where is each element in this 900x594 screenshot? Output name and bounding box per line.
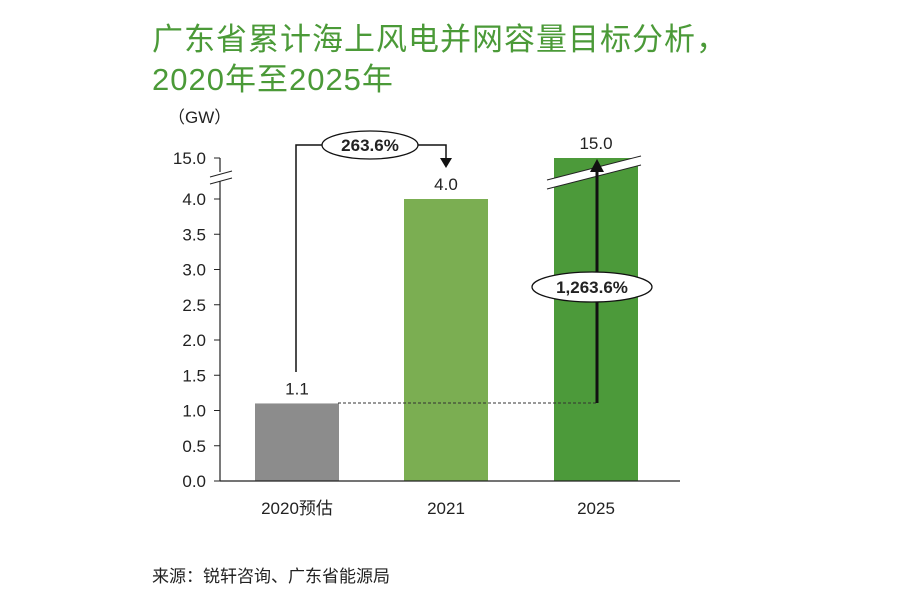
bar-break-gap (547, 156, 641, 189)
arrow-head (590, 159, 604, 172)
data-label: 4.0 (434, 175, 458, 194)
arrow-head (440, 158, 452, 168)
data-label: 15.0 (579, 134, 612, 153)
y-tick-label: 1.5 (182, 366, 206, 385)
annotation-label: 263.6% (341, 136, 399, 155)
y-tick-label: 2.5 (182, 296, 206, 315)
y-tick-label: 3.0 (182, 261, 206, 280)
x-tick-label: 2020预估 (261, 499, 333, 518)
y-axis-label: （GW） (168, 108, 231, 127)
x-tick-label: 2025 (577, 499, 615, 518)
axis-break-gap (210, 172, 232, 181)
bar-2021 (404, 199, 488, 481)
y-tick-label: 15.0 (173, 149, 206, 168)
y-tick-label: 3.5 (182, 225, 206, 244)
bar-break-mark (546, 164, 642, 190)
data-label: 1.1 (285, 379, 309, 398)
y-tick-label: 2.0 (182, 331, 206, 350)
y-tick-label: 4.0 (182, 190, 206, 209)
source-note: 来源：锐轩咨询、广东省能源局 (152, 567, 390, 587)
y-tick-label: 0.5 (182, 437, 206, 456)
x-tick-label: 2021 (427, 499, 465, 518)
chart-title-line1: 广东省累计海上风电并网容量目标分析， (152, 22, 728, 57)
axis-break-mark (209, 170, 233, 178)
annotation-bubble (321, 130, 419, 160)
annotation-label: 1,263.6% (556, 278, 628, 297)
chart-title-line2: 2020年至2025年 (152, 62, 394, 97)
y-tick-label: 1.0 (182, 402, 206, 421)
y-tick-label: 0.0 (182, 472, 206, 491)
axis-break-mark (209, 177, 233, 185)
annotation-bubble (531, 271, 653, 303)
bar-2020预估 (255, 403, 339, 481)
